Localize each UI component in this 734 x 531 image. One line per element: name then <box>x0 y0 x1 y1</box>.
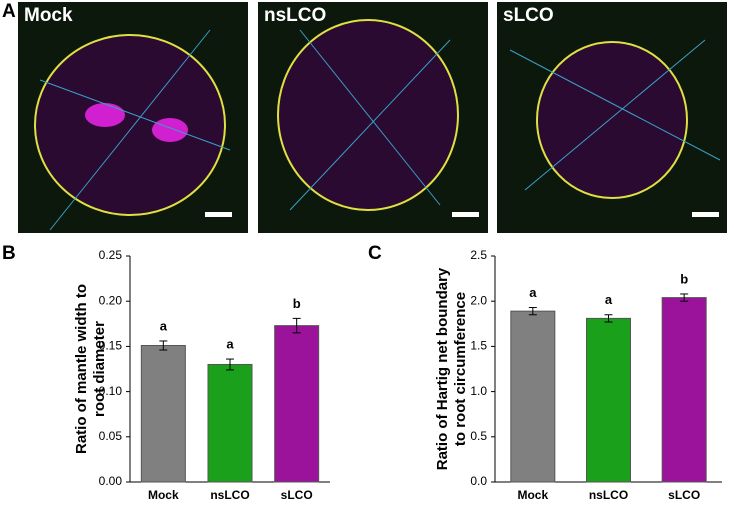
image-label: sLCO <box>503 5 554 26</box>
image-label: Mock <box>24 5 73 26</box>
y-tick-label: 2.0 <box>470 293 487 307</box>
panel-label: A <box>2 1 16 22</box>
panel-label: C <box>368 243 382 264</box>
bar <box>274 325 320 483</box>
y-tick-label: 0.0 <box>470 474 487 488</box>
panel-label: B <box>2 243 16 264</box>
significance-label: a <box>226 336 234 351</box>
y-tick-label: 0.25 <box>99 248 123 262</box>
y-tick-label: 0.15 <box>99 339 123 353</box>
y-axis-label: to root circumference <box>452 292 469 446</box>
x-tick-label: nsLCO <box>589 488 628 502</box>
image-label: nsLCO <box>264 5 326 26</box>
y-tick-label: 0.5 <box>470 429 487 443</box>
x-tick-label: sLCO <box>668 488 700 502</box>
significance-label: a <box>160 318 168 333</box>
x-tick-label: sLCO <box>281 488 313 502</box>
y-tick-label: 1.5 <box>470 339 487 353</box>
y-tick-label: 0.00 <box>99 474 123 488</box>
significance-label: b <box>293 296 301 311</box>
significance-label: a <box>605 292 613 307</box>
x-tick-label: nsLCO <box>210 488 249 502</box>
y-tick-label: 1.0 <box>470 384 487 398</box>
y-tick-label: 0.05 <box>99 429 123 443</box>
micrograph <box>258 2 488 233</box>
y-axis-label: Ratio of mantle width to <box>73 284 90 454</box>
bar <box>140 344 186 483</box>
micrograph <box>497 2 727 233</box>
significance-label: a <box>529 285 537 300</box>
bar <box>207 363 253 483</box>
y-axis-label: Ratio of Hartig net boundary <box>434 267 451 470</box>
y-tick-label: 2.5 <box>470 248 487 262</box>
y-tick-label: 0.10 <box>99 384 123 398</box>
x-tick-label: Mock <box>517 488 548 502</box>
bar <box>586 317 631 483</box>
bar <box>661 297 707 483</box>
y-axis-label: root diameter <box>91 321 108 417</box>
y-tick-label: 0.20 <box>99 293 123 307</box>
significance-label: b <box>680 271 688 286</box>
x-tick-label: Mock <box>148 488 179 502</box>
micrograph <box>18 2 248 233</box>
bar <box>510 310 556 483</box>
